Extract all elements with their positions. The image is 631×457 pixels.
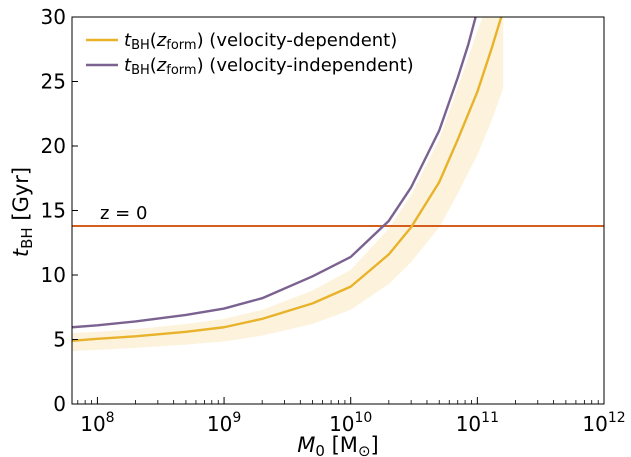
series-line-velocity-dependent [72, 17, 503, 342]
x-tick-label: 1012 [582, 410, 625, 436]
xlabel-unit-sub: ⊙ [358, 442, 371, 457]
y-tick-label: 15 [41, 199, 66, 223]
y-tick-label: 5 [53, 328, 66, 352]
legend-t-1: t [124, 30, 132, 51]
legend-tsub-2: BH [131, 63, 150, 78]
x-axis-label: M0 [M⊙] [297, 433, 378, 457]
legend-suffix-1: ) (velocity-dependent) [197, 30, 398, 51]
plot-area [72, 17, 604, 352]
legend-tsub-1: BH [131, 38, 150, 53]
y-tick-label: 10 [41, 263, 66, 287]
y-tick-label: 20 [41, 134, 66, 158]
legend-zsub-1: form [166, 38, 196, 53]
legend-label-velocity-dependent: tBH(zform) (velocity-dependent) [124, 30, 397, 53]
legend: tBH(zform) (velocity-dependent) tBH(zfor… [86, 30, 414, 78]
hline-label: z = 0 [100, 203, 147, 224]
legend-t-2: t [124, 55, 132, 76]
y-tick-label: 0 [53, 392, 66, 416]
series-line-velocity-independent [72, 17, 477, 329]
x-tick-label: 109 [207, 410, 241, 436]
legend-label-velocity-independent: tBH(zform) (velocity-independent) [124, 55, 414, 78]
y-tick-label: 30 [41, 5, 66, 29]
x-tick-label: 1010 [329, 410, 372, 436]
legend-zsub-2: form [166, 63, 196, 78]
xlabel-sub: 0 [315, 442, 325, 457]
ylabel-unit: [Gyr] [9, 167, 33, 227]
x-tick-label: 108 [80, 410, 114, 436]
legend-suffix-2: ) (velocity-independent) [197, 55, 414, 76]
axes: 0 5 10 15 20 25 30 108 109 1010 1011 1012 [41, 5, 626, 436]
uncertainty-band [72, 17, 504, 352]
x-tick-label: 1011 [456, 410, 499, 436]
xlabel-close: ] [371, 433, 379, 457]
xlabel-main: M [297, 433, 315, 457]
y-tick-label: 25 [41, 70, 66, 94]
ylabel-sub: BH [18, 227, 36, 249]
legend-z-2: z [156, 55, 167, 76]
ylabel-main: t [9, 248, 33, 257]
z0-annotation: z = 0 [100, 203, 147, 224]
y-axis-label: tBH [Gyr] [9, 167, 36, 257]
xlabel-unit: [M [325, 433, 358, 457]
legend-z-1: z [156, 30, 167, 51]
